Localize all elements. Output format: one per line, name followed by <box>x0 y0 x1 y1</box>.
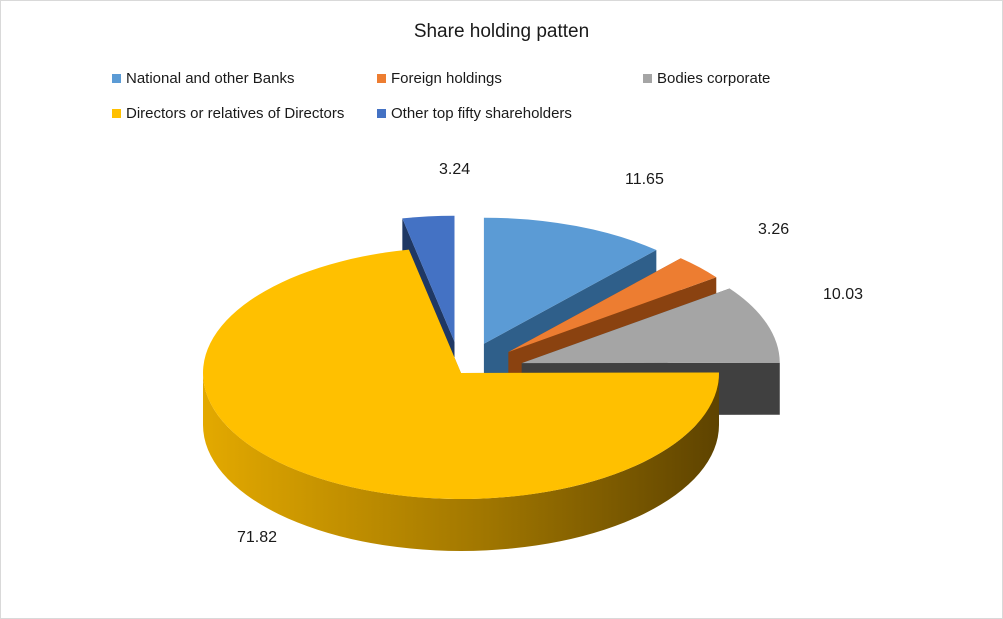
pie-slice-top <box>203 249 719 500</box>
pie-slice-top <box>521 288 780 364</box>
legend-item-directors: Directors or relatives of Directors <box>112 105 344 122</box>
pie-slice-top <box>483 217 657 344</box>
legend-label: National and other Banks <box>126 70 295 87</box>
legend-item-foreign-holdings: Foreign holdings <box>377 70 502 87</box>
legend-label: Bodies corporate <box>657 70 771 87</box>
legend-swatch <box>377 109 386 118</box>
legend-item-national-banks: National and other Banks <box>112 70 294 87</box>
pie-slice-top <box>508 258 717 352</box>
data-label-directors: 71.82 <box>237 529 278 546</box>
legend-swatch <box>643 74 652 83</box>
legend-label: Foreign holdings <box>391 70 502 87</box>
legend-item-top-fifty: Other top fifty shareholders <box>377 105 572 122</box>
legend-swatch <box>377 74 386 83</box>
legend-label: Other top fifty shareholders <box>391 105 572 122</box>
legend-item-bodies-corporate: Bodies corporate <box>643 70 770 87</box>
pie-slice-directors-or-relatives-of-directors <box>203 249 719 551</box>
data-label-national-banks: 11.65 <box>625 171 664 188</box>
data-label-top-fifty: 3.24 <box>439 161 471 178</box>
data-label-bodies-corporate: 10.03 <box>823 286 864 303</box>
data-label-foreign-holdings: 3.26 <box>758 221 790 238</box>
chart-title: Share holding patten <box>413 21 590 42</box>
pie-slice-side <box>203 373 719 551</box>
legend-swatch <box>112 109 121 118</box>
legend-swatch <box>112 74 121 83</box>
legend-label: Directors or relatives of Directors <box>126 105 345 122</box>
pie-slice-top <box>402 215 455 342</box>
